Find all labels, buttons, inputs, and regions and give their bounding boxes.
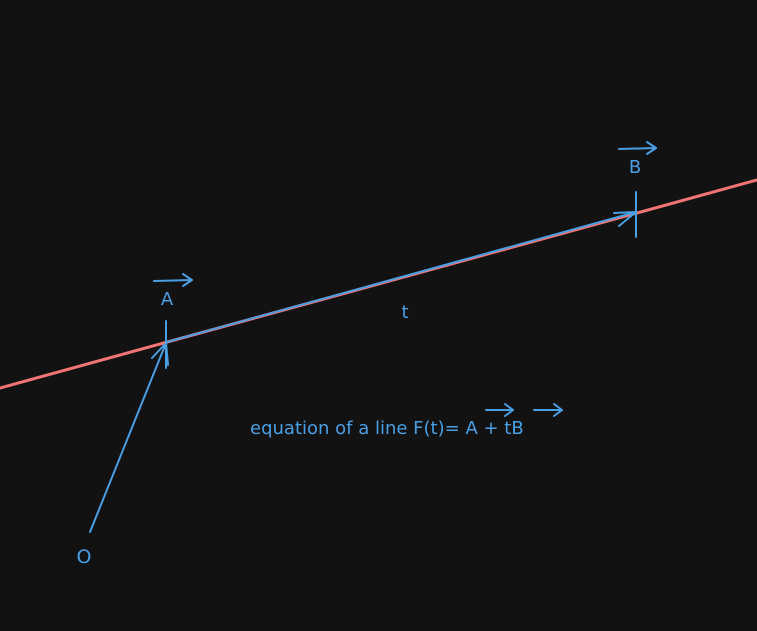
equation-b: B — [511, 418, 523, 439]
label-b: B — [629, 157, 641, 178]
vector-o-to-a-arrowhead — [151, 342, 169, 366]
label-t: t — [401, 302, 408, 323]
vector-o-to-a — [89, 342, 169, 533]
vector-a-to-b-shaft — [166, 211, 637, 343]
equation-b-overarrow — [533, 403, 563, 417]
label-origin: O — [77, 546, 92, 568]
equation-prefix: equation of a line F(t)= — [250, 418, 465, 439]
label-a: A — [161, 289, 174, 310]
label-b-overarrow — [618, 141, 657, 155]
label-a-overarrow — [153, 273, 193, 287]
equation-a-overarrow — [485, 403, 514, 417]
equation-text: equation of a line F(t)= A + tB — [250, 418, 524, 439]
equation-a: A — [465, 418, 478, 439]
vector-o-to-a-shaft — [89, 342, 167, 533]
equation-plus: + t — [478, 418, 512, 439]
